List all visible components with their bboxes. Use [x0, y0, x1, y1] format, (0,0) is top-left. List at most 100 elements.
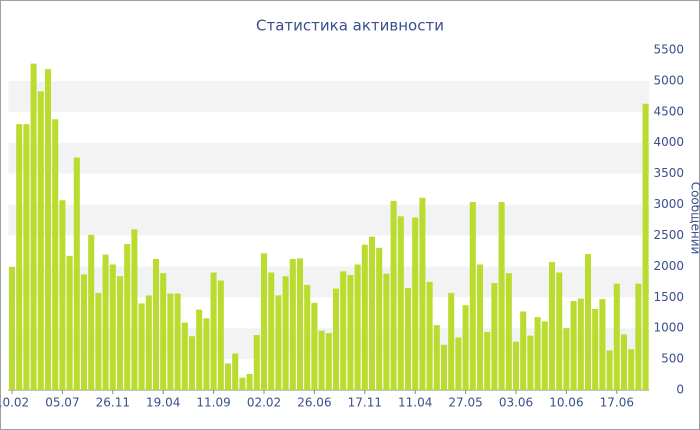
bar [95, 292, 102, 390]
bar [606, 350, 613, 390]
bar [196, 309, 203, 390]
bar [318, 330, 325, 390]
bar [512, 341, 520, 390]
bar [368, 236, 376, 390]
bar [152, 258, 160, 390]
bar [181, 322, 188, 390]
bar [232, 353, 239, 390]
x-tick-label: 02.02 [247, 396, 281, 410]
y-tick-label: 5000 [653, 73, 684, 87]
bar [167, 293, 174, 390]
bar [88, 234, 95, 390]
bar [599, 299, 606, 390]
bar [30, 63, 37, 390]
bar [253, 334, 260, 390]
bar [577, 298, 584, 390]
bar [325, 333, 332, 390]
x-tick-label: 10.02 [0, 396, 29, 410]
bar [469, 202, 476, 390]
bar [620, 334, 628, 390]
bar [332, 288, 340, 390]
bar [340, 271, 347, 390]
bar [59, 200, 66, 390]
bar [116, 276, 124, 390]
bar [556, 272, 563, 390]
y-axis-label: Сообщений [689, 182, 700, 255]
bar [52, 119, 59, 391]
y-tick-label: 500 [661, 352, 684, 366]
bar [383, 273, 390, 390]
bar [296, 258, 304, 390]
bar [109, 264, 116, 390]
chart-title: Статистика активности [256, 17, 444, 35]
bar [476, 264, 484, 390]
bar [188, 336, 196, 390]
x-tick-label: 17.11 [348, 396, 382, 410]
bar [66, 255, 73, 390]
x-tick-label: 11.04 [398, 396, 432, 410]
bar [44, 69, 52, 390]
x-tick-label: 26.06 [297, 396, 331, 410]
bar [16, 124, 23, 390]
x-tick-label: 10.06 [549, 396, 583, 410]
bar [23, 124, 30, 390]
bar [160, 273, 167, 390]
y-tick-label: 4500 [653, 104, 684, 118]
bar [203, 318, 210, 390]
y-tick-label: 2000 [653, 259, 684, 273]
bar [484, 331, 491, 390]
bar [397, 216, 404, 390]
x-tick-label: 19.04 [146, 396, 180, 410]
bar [376, 247, 383, 390]
y-tick-label: 4000 [653, 135, 684, 149]
bar [527, 335, 534, 390]
bar [217, 280, 224, 390]
bar [541, 321, 548, 390]
bar [73, 157, 80, 390]
bar [642, 103, 649, 391]
bar [404, 288, 412, 390]
grid-band [8, 204, 650, 236]
bar [102, 254, 109, 390]
x-tick-label: 27.05 [448, 396, 482, 410]
bar [138, 303, 145, 390]
bar [8, 266, 16, 390]
bar [433, 325, 440, 390]
bar [592, 309, 599, 390]
y-tick-label: 3500 [653, 166, 684, 180]
x-tick-label: 11.09 [196, 396, 230, 410]
grid-band [8, 80, 650, 112]
bar [584, 254, 592, 390]
bar [174, 293, 181, 390]
bar [563, 328, 570, 390]
bar [311, 302, 318, 390]
bar [224, 363, 232, 390]
bar [145, 295, 152, 390]
bar [520, 311, 527, 390]
bar [635, 283, 642, 390]
bar [491, 283, 498, 390]
x-tick-label: 03.06 [499, 396, 533, 410]
bar [246, 373, 253, 390]
bar [412, 217, 419, 390]
bar [570, 300, 577, 390]
bar [354, 264, 361, 390]
bar [210, 272, 217, 390]
bar [80, 274, 88, 390]
bar [239, 377, 246, 390]
y-tick-label: 0 [676, 383, 684, 397]
bar [124, 244, 131, 390]
bar [260, 253, 268, 390]
x-tick-label: 17.06 [600, 396, 634, 410]
bar [347, 275, 354, 390]
bar [498, 202, 505, 390]
bar [282, 276, 289, 390]
bar [304, 284, 311, 390]
bar [440, 344, 448, 390]
bar [268, 272, 275, 390]
bar [390, 200, 397, 390]
bar [426, 281, 433, 390]
bar [419, 197, 426, 390]
x-tick-label: 05.07 [45, 396, 79, 410]
